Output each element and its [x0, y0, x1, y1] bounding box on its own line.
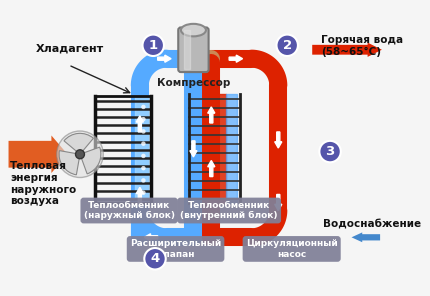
FancyArrow shape	[190, 141, 197, 157]
Text: Теплообменник
(внутренний блок): Теплообменник (внутренний блок)	[181, 201, 278, 220]
Circle shape	[142, 35, 164, 56]
Circle shape	[141, 141, 146, 146]
Text: Теплообменник
(наружный блок): Теплообменник (наружный блок)	[83, 201, 175, 220]
FancyArrow shape	[229, 55, 243, 62]
Text: Хладагент: Хладагент	[35, 43, 104, 53]
Text: 3: 3	[326, 145, 335, 158]
Circle shape	[141, 190, 146, 195]
Text: Водоснабжение: Водоснабжение	[323, 220, 421, 230]
FancyBboxPatch shape	[178, 28, 209, 72]
Wedge shape	[80, 147, 101, 174]
FancyArrow shape	[208, 160, 215, 177]
Text: Расширительный
клапан: Расширительный клапан	[130, 239, 221, 259]
Circle shape	[141, 178, 146, 183]
Circle shape	[141, 166, 146, 170]
FancyArrow shape	[9, 136, 68, 173]
FancyArrow shape	[275, 194, 282, 210]
Circle shape	[141, 154, 146, 158]
Text: 1: 1	[149, 39, 158, 52]
Text: Циркуляционный
насос: Циркуляционный насос	[246, 239, 338, 259]
Text: Горячая вода
(58~65°C): Горячая вода (58~65°C)	[321, 36, 403, 57]
Circle shape	[276, 35, 298, 56]
FancyArrow shape	[136, 116, 144, 132]
Text: 4: 4	[150, 252, 160, 265]
Circle shape	[57, 131, 103, 178]
FancyArrow shape	[158, 55, 171, 62]
Text: Компрессор: Компрессор	[157, 78, 230, 88]
Circle shape	[144, 248, 166, 269]
FancyArrow shape	[351, 232, 380, 242]
Circle shape	[141, 129, 146, 134]
Wedge shape	[59, 151, 80, 175]
FancyArrow shape	[144, 234, 158, 241]
FancyArrow shape	[275, 132, 282, 148]
Wedge shape	[64, 133, 93, 154]
Text: 2: 2	[283, 39, 292, 52]
FancyArrow shape	[136, 187, 144, 203]
Text: Тепловая
энергия
наружного
воздуха: Тепловая энергия наружного воздуха	[10, 161, 77, 206]
FancyArrow shape	[312, 43, 382, 57]
Circle shape	[76, 150, 84, 159]
Circle shape	[319, 141, 341, 162]
Circle shape	[141, 105, 146, 109]
Circle shape	[141, 117, 146, 121]
FancyArrow shape	[208, 107, 215, 123]
Ellipse shape	[181, 24, 206, 36]
